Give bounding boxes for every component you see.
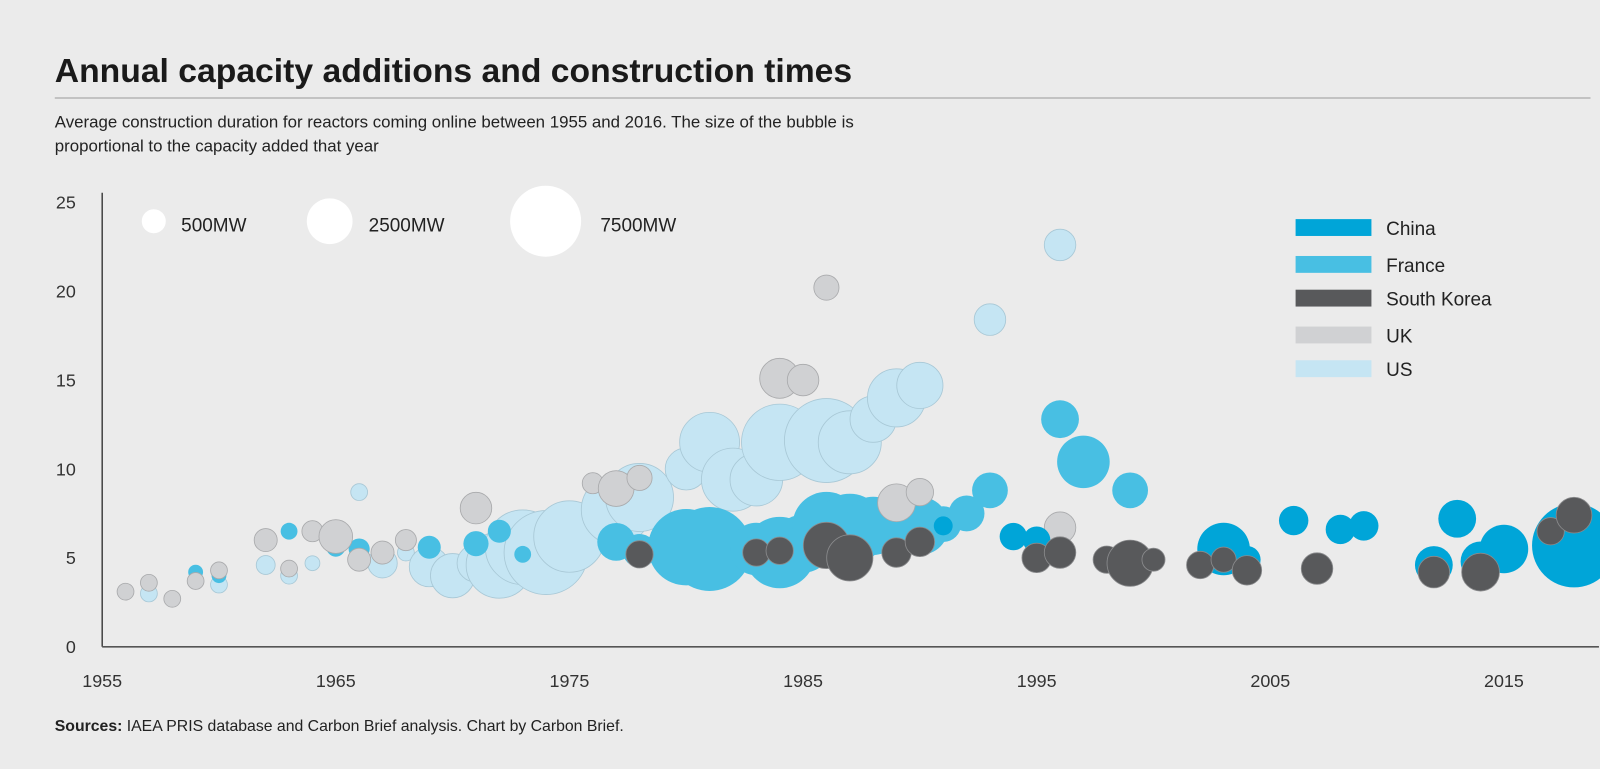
y-tick-label: 5	[66, 548, 76, 568]
legend-swatch	[1295, 289, 1372, 307]
x-tick-label: 1985	[783, 671, 823, 691]
y-tick-label: 25	[56, 193, 76, 213]
bubble-us[interactable]	[255, 555, 276, 575]
x-tick-label: 1965	[316, 671, 356, 691]
legend-label: South Korea	[1386, 289, 1492, 310]
bubble-china[interactable]	[933, 516, 953, 536]
bubble-uk[interactable]	[626, 464, 653, 491]
bubble-uk[interactable]	[163, 589, 182, 608]
subtitle-line-2: proportional to the capacity added that …	[55, 137, 379, 156]
bubble-south-korea[interactable]	[904, 526, 936, 558]
bubble-france[interactable]	[1112, 472, 1149, 509]
y-tick-label: 15	[56, 370, 76, 390]
x-tick-label: 2005	[1250, 671, 1290, 691]
bubble-south-korea[interactable]	[1461, 552, 1500, 592]
series-uk	[116, 274, 1077, 608]
y-tick-label: 0	[66, 637, 76, 657]
bubble-france[interactable]	[1041, 400, 1079, 439]
bubble-china[interactable]	[1349, 511, 1379, 541]
bubble-france[interactable]	[948, 495, 985, 532]
x-axis-ticks: 1955 1965 1975 1985 1995 2005 2015	[82, 671, 1524, 691]
bubble-china[interactable]	[1278, 505, 1309, 536]
subtitle-line-1: Average construction duration for reacto…	[55, 112, 854, 131]
bubble-france[interactable]	[463, 531, 489, 557]
size-legend-bubble	[306, 198, 353, 245]
legend-label: UK	[1386, 326, 1413, 347]
bubble-france[interactable]	[487, 519, 511, 543]
size-legend-bubble	[141, 209, 166, 234]
legend-swatch	[1295, 255, 1372, 273]
sources-text: IAEA PRIS database and Carbon Brief anal…	[122, 718, 623, 735]
bubble-uk[interactable]	[210, 561, 228, 580]
bubble-uk[interactable]	[140, 573, 158, 592]
y-axis-ticks: 0 5 10 15 20 25	[56, 193, 76, 658]
x-tick-label: 1975	[550, 671, 590, 691]
bubble-us[interactable]	[304, 555, 321, 572]
legend-label: US	[1386, 360, 1412, 381]
legend-label: France	[1386, 256, 1445, 277]
bubble-uk[interactable]	[347, 547, 372, 572]
size-legend-label: 500MW	[181, 216, 246, 237]
bubble-south-korea[interactable]	[625, 540, 654, 569]
legend-swatch	[1295, 360, 1372, 378]
x-tick-label: 2015	[1484, 671, 1524, 691]
size-legend-label: 2500MW	[369, 216, 445, 237]
bubble-south-korea[interactable]	[1231, 555, 1263, 586]
bubble-us[interactable]	[1043, 228, 1077, 262]
bubble-south-korea[interactable]	[1300, 552, 1334, 585]
bubble-france[interactable]	[417, 535, 441, 559]
bubble-france[interactable]	[514, 545, 532, 563]
bubble-south-korea[interactable]	[1210, 546, 1237, 573]
bubble-south-korea[interactable]	[1417, 555, 1451, 589]
legend-label: China	[1386, 219, 1436, 240]
bubble-uk[interactable]	[813, 274, 840, 301]
bubble-south-korea[interactable]	[826, 534, 874, 582]
bubble-uk[interactable]	[116, 582, 135, 601]
bubble-france[interactable]	[972, 472, 1008, 509]
bubbles	[116, 228, 1600, 608]
bubble-france[interactable]	[667, 507, 752, 591]
bubble-us[interactable]	[896, 361, 944, 409]
bubble-uk[interactable]	[280, 559, 298, 578]
sources-note: Sources: IAEA PRIS database and Carbon B…	[55, 718, 624, 735]
bubble-uk[interactable]	[905, 478, 934, 507]
sources-label: Sources:	[55, 718, 123, 735]
bubble-uk[interactable]	[370, 540, 395, 565]
bubble-south-korea[interactable]	[765, 536, 794, 565]
color-legend: China France South Korea UK US	[1295, 219, 1492, 381]
bubble-uk[interactable]	[186, 572, 205, 590]
bubble-us[interactable]	[973, 303, 1007, 336]
bubble-uk[interactable]	[786, 363, 820, 397]
bubble-uk[interactable]	[394, 529, 417, 552]
bubble-uk[interactable]	[253, 528, 278, 553]
legend-swatch	[1295, 326, 1372, 344]
bubble-france[interactable]	[1057, 435, 1110, 489]
size-legend-label: 7500MW	[600, 216, 676, 237]
bubble-us[interactable]	[350, 483, 368, 501]
size-legend-bubble	[510, 185, 582, 257]
bubble-south-korea[interactable]	[1186, 550, 1215, 580]
chart-title: Annual capacity additions and constructi…	[55, 52, 852, 90]
y-tick-label: 20	[56, 281, 76, 301]
bubble-france[interactable]	[280, 522, 298, 540]
bubble-uk[interactable]	[318, 519, 354, 554]
bubble-south-korea[interactable]	[1043, 536, 1077, 569]
series-south-korea	[625, 496, 1593, 592]
bubble-south-korea[interactable]	[1536, 517, 1565, 546]
x-tick-label: 1995	[1017, 671, 1057, 691]
bubble-china[interactable]	[999, 522, 1027, 551]
bubble-south-korea[interactable]	[1141, 547, 1166, 572]
size-legend: 500MW 2500MW 7500MW	[141, 185, 676, 257]
y-tick-label: 10	[56, 459, 76, 479]
bubble-china[interactable]	[1325, 514, 1356, 545]
legend-swatch	[1295, 219, 1372, 236]
x-tick-label: 1955	[82, 671, 122, 691]
bubble-china[interactable]	[1438, 499, 1477, 538]
bubble-south-korea[interactable]	[1555, 496, 1593, 534]
bubble-uk[interactable]	[459, 491, 493, 525]
